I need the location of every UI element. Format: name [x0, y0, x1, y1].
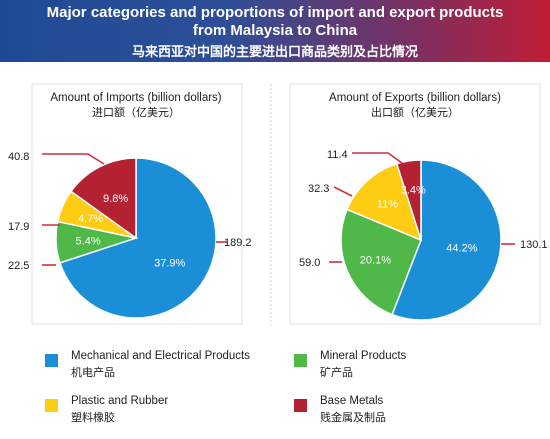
exports-pie-slice-base-metals: [395, 159, 422, 241]
exports-percent-label-plastic-and-rubber: 11%: [377, 199, 398, 211]
imports-percent-label-base-metals: 9.8%: [103, 193, 128, 205]
exports-value-label-mineral-products: 59.0: [299, 257, 320, 269]
exports-value-label-plastic-and-rubber: 32.3: [308, 183, 329, 195]
chart-title-chinese: 马来西亚对中国的主要进出口商品类别及占比情况: [131, 44, 418, 59]
imports-value-label-mechanical-and-electrical-products: 189.2: [224, 237, 252, 249]
exports-value-label-base-metals: 11.4: [327, 149, 348, 161]
imports-percent-label-mineral-products: 5.4%: [76, 236, 101, 248]
exports-leader-line-plastic-and-rubber: [333, 186, 353, 197]
imports-leader-line-base-metals: [42, 153, 105, 165]
legend-label-mineral: Mineral Products: [320, 350, 407, 362]
legend-swatch-plastic: [45, 399, 58, 412]
legend-label-mechanical: Mechanical and Electrical Products: [71, 350, 250, 362]
exports-percent-label-base-metals: 3.4%: [401, 184, 426, 196]
exports-pie-subtitle: 出口额（亿美元）: [371, 105, 459, 119]
exports-pie-title: Amount of Exports (billion dollars): [329, 92, 501, 104]
legend-swatch-base-metals: [294, 399, 307, 412]
chart-title-line-1: Major categories and proportions of impo…: [46, 4, 504, 21]
legend-label-mineral-zh: 矿产品: [320, 367, 353, 379]
exports-value-label-mechanical-and-electrical-products: 130.1: [520, 239, 548, 251]
imports-pie-subtitle: 进口额（亿美元）: [92, 106, 180, 119]
imports-value-label-base-metals: 40.8: [8, 151, 29, 163]
legend-label-base-metals-zh: 贱金属及制品: [320, 412, 386, 424]
chart-title-line-2: from Malaysia to China: [192, 22, 358, 39]
pie-charts: Amount of Imports (billion dollars) 进口额（亿…: [8, 83, 548, 325]
imports-value-label-mineral-products: 22.5: [8, 260, 29, 272]
imports-value-label-plastic-and-rubber: 17.9: [8, 221, 29, 233]
imports-pie-slice-base-metals: [69, 157, 137, 240]
exports-percent-label-mechanical-and-electrical-products: 44.2%: [446, 243, 477, 255]
legend-label-base-metals: Base Metals: [320, 395, 384, 407]
exports-pie-slice-mineral-products: [340, 208, 422, 316]
imports-percent-label-plastic-and-rubber: 4.7%: [78, 213, 103, 225]
legend-label-plastic: Plastic and Rubber: [71, 395, 169, 407]
legend-swatch-mechanical: [45, 354, 58, 367]
imports-pie-title: Amount of Imports (billion dollars): [50, 92, 221, 104]
legend-swatch-mineral: [294, 354, 307, 367]
exports-pie-slice-mechanical-and-electrical-products: [391, 159, 502, 321]
imports-percent-label-mechanical-and-electrical-products: 37.9%: [154, 257, 185, 269]
legend-label-plastic-zh: 塑料橡胶: [71, 412, 115, 424]
exports-leader-line-base-metals: [352, 152, 403, 164]
title-banner: Major categories and proportions of impo…: [0, 0, 550, 62]
exports-percent-label-mineral-products: 20.1%: [360, 255, 391, 267]
legend-label-mechanical-zh: 机电产品: [71, 367, 115, 379]
